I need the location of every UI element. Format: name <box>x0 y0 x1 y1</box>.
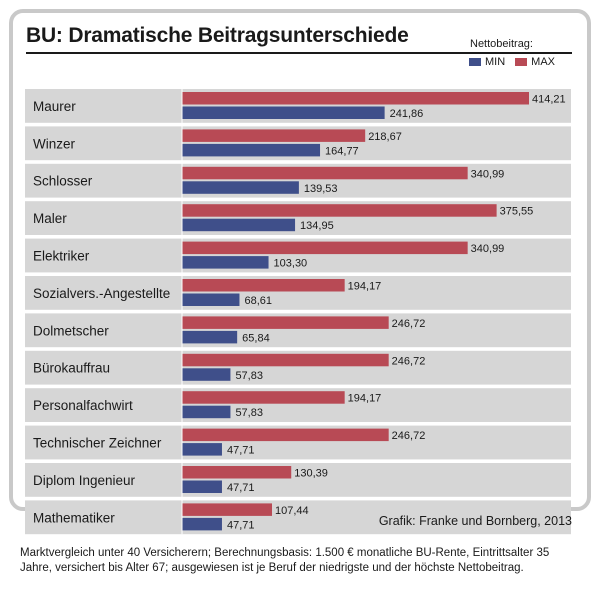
value-label-max: 246,72 <box>392 355 426 367</box>
source-credit: Grafik: Franke und Bornberg, 2013 <box>378 514 572 528</box>
bar-min <box>182 443 222 456</box>
bar-min <box>182 480 222 493</box>
bar-min <box>182 218 296 232</box>
row-band <box>25 500 571 535</box>
category-label: Technischer Zeichner <box>33 436 162 451</box>
value-label-min: 134,95 <box>300 220 334 232</box>
category-label: Dolmetscher <box>33 323 109 338</box>
bar-min <box>182 517 222 531</box>
value-label-min: 139,53 <box>304 183 338 195</box>
bar-min <box>182 256 269 269</box>
bar-min <box>182 181 299 194</box>
bar-max <box>182 316 389 329</box>
value-label-max: 246,72 <box>392 430 426 442</box>
category-label: Diplom Ingenieur <box>33 473 136 488</box>
bar-max <box>182 129 366 142</box>
bar-max <box>182 428 389 442</box>
value-label-min: 65,84 <box>242 332 270 344</box>
bar-max <box>182 353 389 367</box>
value-label-max: 194,17 <box>348 281 382 293</box>
legend-title: Nettobeitrag: <box>470 38 533 50</box>
value-label-min: 47,71 <box>227 482 255 494</box>
value-label-min: 241,86 <box>390 108 424 120</box>
bar-max <box>182 166 468 180</box>
legend-swatch-max <box>515 58 528 66</box>
value-label-max: 414,21 <box>532 94 566 106</box>
value-label-max: 218,67 <box>368 131 402 143</box>
legend: MIN MAX <box>469 56 565 68</box>
value-label-min: 57,83 <box>235 370 263 382</box>
value-label-max: 107,44 <box>275 505 309 517</box>
legend-label-max: MAX <box>531 56 556 68</box>
bar-max <box>182 503 273 516</box>
bar-max <box>182 92 529 105</box>
category-label: Mathematiker <box>33 510 115 525</box>
footnote: Marktvergleich unter 40 Versicherern; Be… <box>20 547 550 574</box>
bar-min <box>182 143 321 157</box>
bar-max <box>182 466 292 479</box>
category-label: Maler <box>33 211 67 226</box>
title-underline <box>26 52 572 54</box>
legend-swatch-min <box>469 58 481 66</box>
category-label: Schlosser <box>33 174 93 189</box>
chart-title: BU: Dramatische Beitragsunterschiede <box>26 24 409 47</box>
category-label: Personalfachwirt <box>33 398 133 413</box>
value-label-min: 103,30 <box>274 258 308 270</box>
value-label-min: 47,71 <box>227 445 255 457</box>
category-label: Maurer <box>33 99 76 114</box>
value-label-min: 68,61 <box>244 295 272 307</box>
category-label: Winzer <box>33 136 76 151</box>
value-label-min: 47,71 <box>227 519 255 531</box>
bar-max <box>182 391 345 404</box>
bar-max <box>182 204 497 217</box>
value-label-min: 57,83 <box>235 407 263 419</box>
bar-min <box>182 405 231 419</box>
bar-max <box>182 241 468 255</box>
bar-max <box>182 279 345 292</box>
category-label: Bürokauffrau <box>33 361 110 376</box>
value-label-max: 375,55 <box>500 206 534 218</box>
value-label-max: 246,72 <box>392 318 426 330</box>
legend-label-min: MIN <box>485 56 506 68</box>
bar-min <box>182 293 240 306</box>
category-label: Sozialvers.-Angestellte <box>33 286 170 301</box>
value-label-max: 130,39 <box>294 468 328 480</box>
value-label-min: 164,77 <box>325 145 359 157</box>
bar-min <box>182 330 238 344</box>
bar-min <box>182 368 231 381</box>
value-label-max: 340,99 <box>471 243 505 255</box>
category-label: Elektriker <box>33 249 90 264</box>
value-label-max: 194,17 <box>348 393 382 405</box>
row-band <box>25 463 571 497</box>
value-label-max: 340,99 <box>471 168 505 180</box>
bar-min <box>182 106 385 119</box>
